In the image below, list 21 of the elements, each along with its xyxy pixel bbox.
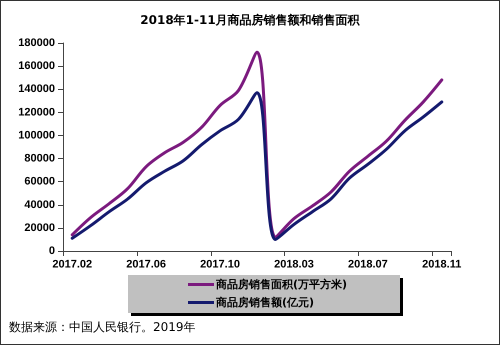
y-tick-label: 100000 [18, 129, 55, 142]
y-tick-label: 80000 [24, 152, 55, 165]
y-tick-label: 140000 [18, 83, 55, 96]
source-note: 数据来源：中国人民银行。2019年 [9, 319, 196, 336]
legend-label: 商品房销售面积(万平方米) [215, 276, 348, 292]
line-series [70, 91, 444, 241]
y-tick-label: 120000 [18, 106, 55, 118]
x-tick-label: 2017.06 [126, 258, 166, 270]
y-tick-label: 180000 [18, 37, 55, 49]
x-tick-label: 2017.02 [52, 258, 92, 270]
y-tick-label: 60000 [24, 176, 55, 188]
y-tick-label: 160000 [18, 60, 55, 72]
chart-title: 2018年1-11月商品房销售额和销售面积 [140, 13, 361, 27]
y-tick-label: 20000 [24, 222, 55, 234]
legend-label: 商品房销售额(亿元) [215, 294, 316, 310]
x-tick-label: 2018.07 [348, 258, 388, 270]
y-tick-label: 0 [48, 245, 55, 257]
x-tick-label: 2018.11 [422, 258, 462, 270]
x-tick-label: 2017.10 [200, 258, 240, 270]
y-tick-label: 40000 [24, 198, 55, 211]
x-tick-label: 2018.03 [274, 258, 314, 270]
